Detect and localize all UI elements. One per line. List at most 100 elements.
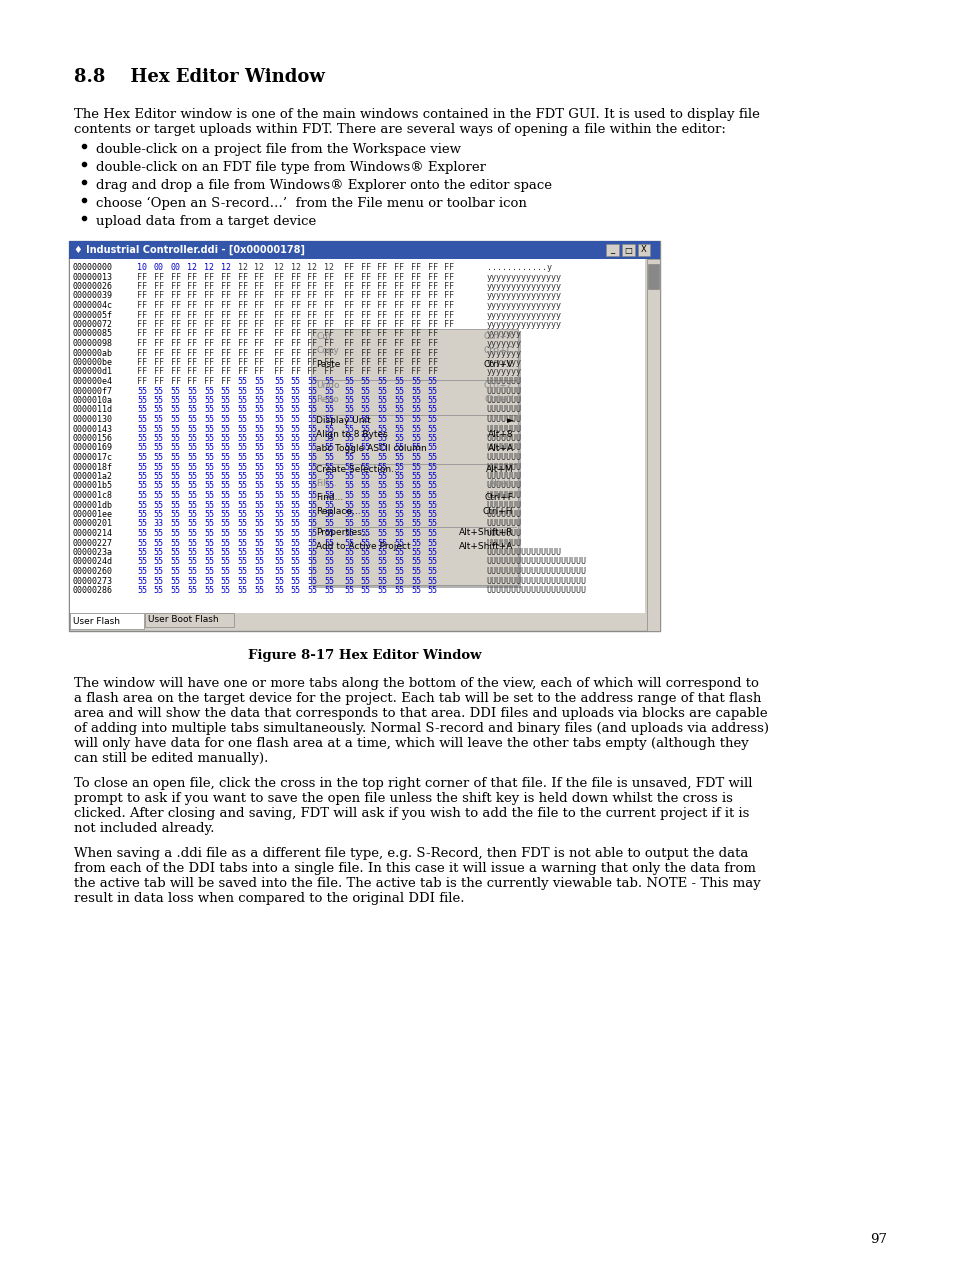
Text: 55: 55 — [291, 519, 300, 528]
Text: 55: 55 — [360, 529, 371, 538]
Text: 55: 55 — [411, 405, 420, 414]
Text: 55: 55 — [394, 538, 404, 547]
Text: FF: FF — [307, 311, 317, 320]
Text: 00: 00 — [171, 263, 180, 272]
Text: 55: 55 — [291, 567, 300, 576]
Text: 55: 55 — [394, 481, 404, 490]
Text: FF: FF — [394, 368, 404, 376]
Text: Copy: Copy — [316, 346, 339, 355]
Text: 55: 55 — [153, 434, 164, 443]
Text: 55: 55 — [344, 548, 354, 557]
Text: 55: 55 — [324, 567, 334, 576]
Text: FF: FF — [411, 368, 420, 376]
Text: 55: 55 — [344, 567, 354, 576]
Text: 55: 55 — [204, 443, 213, 452]
Text: 55: 55 — [171, 462, 180, 471]
Text: 00000273: 00000273 — [72, 576, 112, 586]
Text: 55: 55 — [344, 529, 354, 538]
Text: 55: 55 — [324, 519, 334, 528]
Text: 55: 55 — [344, 500, 354, 509]
Text: 55: 55 — [204, 462, 213, 471]
Bar — [314, 332, 521, 589]
Text: 55: 55 — [307, 567, 317, 576]
Text: 55: 55 — [427, 443, 437, 452]
Text: 55: 55 — [324, 386, 334, 395]
Text: 55: 55 — [274, 529, 284, 538]
Text: UUUUUUU: UUUUUUU — [486, 386, 521, 395]
Text: 55: 55 — [411, 397, 420, 405]
Text: User Flash: User Flash — [72, 616, 120, 625]
Text: UUUUUUU: UUUUUUU — [486, 416, 521, 424]
Text: 55: 55 — [291, 443, 300, 452]
Bar — [605, 244, 618, 256]
Text: 55: 55 — [254, 472, 264, 481]
Text: 55: 55 — [427, 576, 437, 586]
Text: 55: 55 — [324, 424, 334, 433]
Text: Alt+A: Alt+A — [487, 445, 513, 453]
Text: 00000201: 00000201 — [72, 519, 112, 528]
Text: 55: 55 — [291, 416, 300, 424]
Text: 55: 55 — [187, 557, 197, 567]
Text: 55: 55 — [291, 529, 300, 538]
Text: FF: FF — [360, 273, 371, 282]
Text: 55: 55 — [187, 567, 197, 576]
Text: 55: 55 — [411, 424, 420, 433]
Text: FF: FF — [427, 357, 437, 368]
Text: 55: 55 — [237, 443, 247, 452]
Text: 55: 55 — [427, 453, 437, 462]
Text: FF: FF — [411, 282, 420, 290]
Text: FF: FF — [204, 311, 213, 320]
Text: a flash area on the target device for the project. Each tab will be set to the a: a flash area on the target device for th… — [73, 692, 760, 705]
Text: FF: FF — [187, 292, 197, 301]
Text: 55: 55 — [344, 434, 354, 443]
Text: FF: FF — [344, 273, 354, 282]
Text: 55: 55 — [344, 376, 354, 386]
Text: FF: FF — [153, 349, 164, 357]
Text: 12: 12 — [291, 263, 300, 272]
Text: yyyyyyy: yyyyyyy — [486, 330, 521, 338]
Text: FF: FF — [307, 338, 317, 349]
Text: 55: 55 — [360, 491, 371, 500]
Text: 55: 55 — [254, 529, 264, 538]
Text: 000000d1: 000000d1 — [72, 368, 112, 376]
Text: 55: 55 — [137, 557, 147, 567]
Text: 55: 55 — [220, 462, 231, 471]
Text: 55: 55 — [394, 397, 404, 405]
Text: 55: 55 — [411, 538, 420, 547]
Text: 55: 55 — [171, 548, 180, 557]
Text: yyyyyyyyyyyyyyy: yyyyyyyyyyyyyyy — [486, 273, 561, 282]
Text: FF: FF — [153, 301, 164, 309]
Text: FF: FF — [360, 349, 371, 357]
Text: FF: FF — [444, 292, 454, 301]
Text: 55: 55 — [324, 397, 334, 405]
Text: 55: 55 — [307, 376, 317, 386]
Text: 55: 55 — [427, 557, 437, 567]
Text: drag and drop a file from Windows® Explorer onto the editor space: drag and drop a file from Windows® Explo… — [95, 179, 551, 192]
Text: 55: 55 — [220, 500, 231, 509]
Text: 55: 55 — [274, 557, 284, 567]
Text: 55: 55 — [427, 481, 437, 490]
Text: Create Selection...: Create Selection... — [316, 465, 399, 474]
Text: FF: FF — [220, 273, 231, 282]
Text: 55: 55 — [137, 462, 147, 471]
Text: FF: FF — [137, 311, 147, 320]
Text: 55: 55 — [137, 538, 147, 547]
Text: FF: FF — [137, 301, 147, 309]
Text: 55: 55 — [360, 500, 371, 509]
Text: FF: FF — [411, 273, 420, 282]
Text: FF: FF — [377, 263, 387, 272]
Text: 55: 55 — [360, 397, 371, 405]
Text: 55: 55 — [344, 557, 354, 567]
Text: 55: 55 — [360, 586, 371, 595]
Text: FF: FF — [137, 338, 147, 349]
Text: 55: 55 — [187, 472, 197, 481]
Text: 55: 55 — [254, 576, 264, 586]
Text: 55: 55 — [137, 529, 147, 538]
Text: 55: 55 — [254, 567, 264, 576]
Text: 55: 55 — [171, 557, 180, 567]
Text: FF: FF — [344, 301, 354, 309]
Text: 55: 55 — [204, 576, 213, 586]
Text: FF: FF — [171, 292, 180, 301]
Text: 55: 55 — [171, 529, 180, 538]
Text: 55: 55 — [204, 424, 213, 433]
